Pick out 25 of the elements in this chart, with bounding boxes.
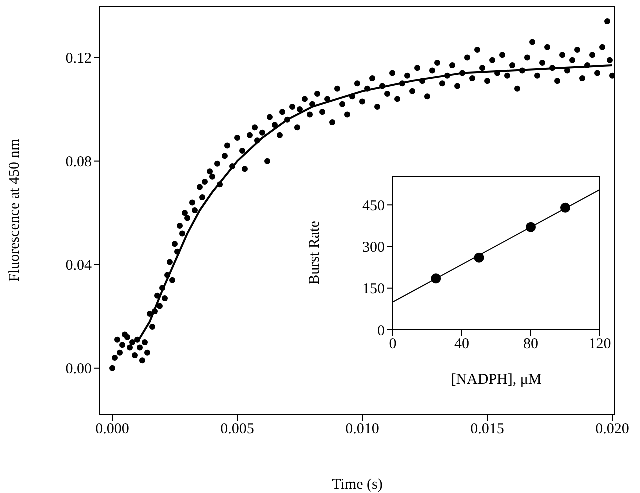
y-axis-title: Burst Rate xyxy=(307,220,323,285)
y-tick-label: 0 xyxy=(378,323,385,340)
y-tick-label: 0.04 xyxy=(66,258,92,274)
y-tick-label: 150 xyxy=(362,282,385,298)
x-tick-label: 0.010 xyxy=(346,422,380,438)
x-tick-label: 0.015 xyxy=(470,422,504,438)
point xyxy=(431,274,442,284)
y-tick-label: 0.08 xyxy=(66,154,92,171)
x-tick-label: 0.005 xyxy=(220,422,254,438)
y-tick-label: 300 xyxy=(362,240,385,256)
x-tick-label: 40 xyxy=(454,336,470,353)
y-tick-label: 0.12 xyxy=(66,51,92,68)
point xyxy=(474,252,484,263)
x-tick-label: 120 xyxy=(588,336,612,353)
x-axis-title: [NADPH], μM xyxy=(451,372,542,388)
x-tick-label: 80 xyxy=(524,336,538,353)
point xyxy=(560,202,570,213)
y-axis-title: Fluorescence at 450 nm xyxy=(7,138,23,282)
x-tick-label: 0 xyxy=(389,336,397,353)
y-tick-label: 450 xyxy=(362,198,385,214)
point xyxy=(526,222,536,232)
x-axis-title: Time (s) xyxy=(332,477,383,493)
x-tick-label: 0.000 xyxy=(96,422,130,438)
y-tick-label: 0.00 xyxy=(66,362,92,378)
x-tick-label: 0.020 xyxy=(596,422,630,438)
